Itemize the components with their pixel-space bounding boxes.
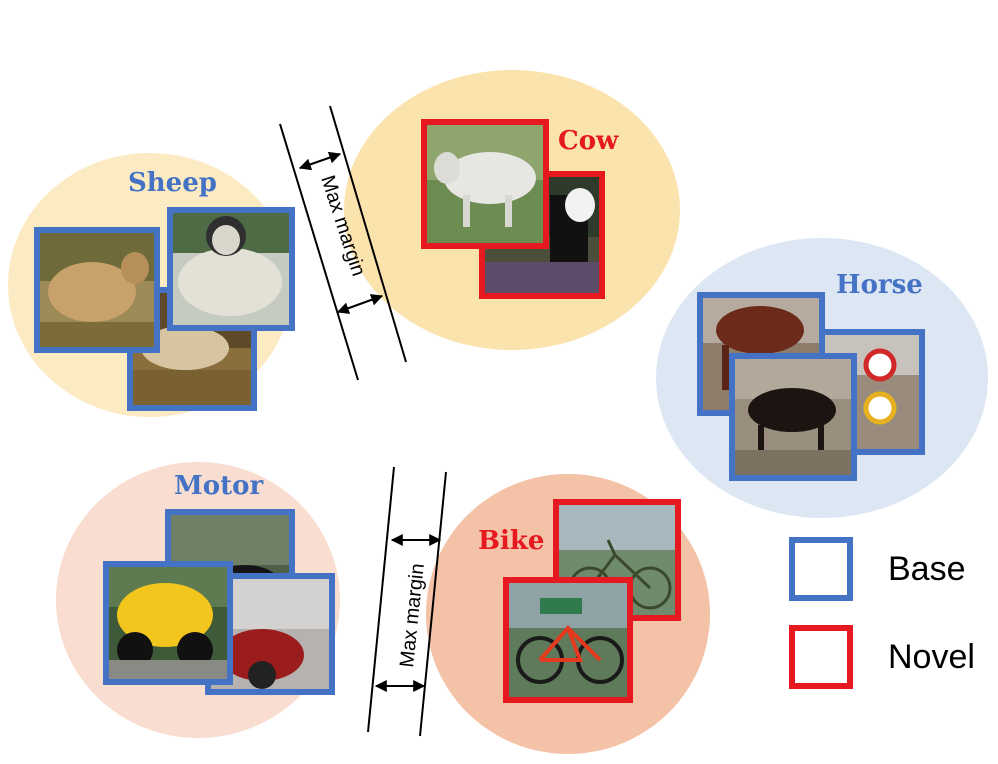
cow-label: Cow <box>558 126 619 156</box>
legend-novel-label: Novel <box>888 638 975 676</box>
sheep-label: Sheep <box>128 168 217 198</box>
horse-label: Horse <box>836 270 923 300</box>
motor-image-front <box>103 561 233 685</box>
bike-image-front <box>503 577 633 703</box>
legend-novel-swatch <box>789 625 853 689</box>
legend-base-swatch <box>789 537 853 601</box>
legend: Base Novel <box>789 537 975 689</box>
sheep-image-left <box>34 227 160 353</box>
margin-arrow-top-upper <box>298 151 342 171</box>
horse-image-front <box>729 353 857 481</box>
cow-image-front <box>421 119 549 249</box>
motor-label: Motor <box>174 471 263 501</box>
margin-line-bottom-left <box>367 466 395 733</box>
margin-line-bottom-right <box>419 471 447 737</box>
margin-line-top-left <box>279 123 359 381</box>
legend-base-label: Base <box>888 550 966 588</box>
bike-label: Bike <box>478 526 544 556</box>
sheep-image-front <box>167 207 295 331</box>
margin-label-bottom: Max margin <box>396 562 429 668</box>
margin-arrow-top-lower <box>336 294 384 314</box>
margin-line-top-right <box>329 105 407 363</box>
